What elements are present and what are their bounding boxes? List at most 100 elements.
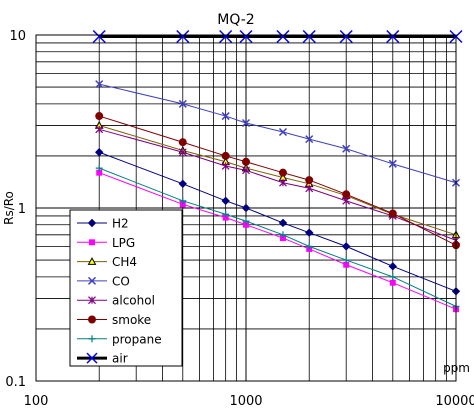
data-point-stroke [239,29,253,44]
y-axis-label: Rs/Ro [2,191,16,225]
data-point-stroke [221,112,230,121]
x-axis-unit: ppm [443,361,470,375]
chart-title: MQ-2 [217,12,254,28]
data-point [388,262,397,271]
data-point [222,210,230,218]
data-point [341,242,351,251]
data-point [305,228,314,237]
data-point-stroke [86,352,98,364]
legend-label: LPG [112,236,135,250]
data-point-stroke [388,159,397,168]
legend-item: smoke [77,313,151,327]
data-point-stroke [176,29,190,44]
data-point-stroke [178,99,187,108]
data-point [279,178,287,187]
data-point [178,179,187,189]
data-point [305,135,314,144]
legend-label: air [112,352,128,366]
y-tick-label: 1 [18,202,26,217]
series-line [99,83,457,184]
data-point-stroke [278,127,288,137]
data-point [239,29,253,44]
data-point [95,112,104,121]
legend-item: CO [77,274,130,288]
data-point [96,169,103,176]
data-point [278,127,288,137]
legend-box [69,209,183,367]
data-point [302,29,316,44]
data-point [342,196,351,205]
data-point [221,151,230,160]
data-point [305,242,313,250]
data-point [305,176,314,185]
data-point-stroke [219,29,233,44]
data-point-stroke [241,118,251,128]
data-point [389,273,397,281]
data-point [221,112,230,121]
data-point-stroke [276,29,290,44]
legend-label: propane [112,332,162,346]
data-point [87,257,97,265]
series-air [92,29,463,44]
series-layer [92,29,463,313]
data-point [342,256,350,264]
legend-item: propane [77,332,162,346]
data-point-stroke [302,29,316,44]
data-point [88,335,96,343]
data-point [178,99,187,108]
data-point [242,166,250,175]
legend-item: H2 [77,217,129,231]
data-point-stroke [92,29,106,44]
data-point [241,203,251,213]
data-point [92,29,106,44]
data-point [89,239,95,246]
series-CO [95,80,461,187]
grid [36,35,456,381]
data-point [88,315,96,324]
data-point [178,138,187,147]
y-tick-label: 10 [9,29,26,44]
data-point-stroke [87,276,97,285]
data-point [95,125,104,134]
data-point [388,209,397,218]
data-point [178,148,187,157]
data-point-stroke [342,144,351,153]
data-point [87,218,97,228]
data-point [95,164,103,172]
data-point [278,168,287,177]
data-point [305,184,314,193]
data-point [242,217,250,225]
data-point [88,296,96,305]
data-point [339,29,353,44]
data-point [241,118,251,128]
data-point [176,29,190,44]
data-point [87,276,97,285]
data-point [95,80,104,89]
legend-label: CO [112,274,130,288]
legend-label: CH4 [112,255,137,269]
y-tick-label: 0.1 [5,375,26,390]
data-point [243,221,249,228]
data-point [279,231,287,239]
legend-item: alcohol [77,294,155,308]
tick-labels: 100 1000 10000 10 1 0.1 [5,29,474,409]
data-point [343,261,350,268]
plot-frame [35,34,457,382]
data-point [389,279,396,286]
x-tick-label: 1000 [229,394,262,409]
data-point [242,157,250,166]
data-point [221,196,230,206]
legend: H2 LPG CH4 CO alcohol smoke propane air [69,209,183,367]
legend-item: LPG [77,236,135,250]
data-point [342,190,351,199]
x-tick-label: 10000 [435,394,474,409]
data-point [342,144,351,153]
data-point [386,29,400,44]
legend-label: smoke [112,313,151,327]
data-point [388,159,397,168]
legend-item: CH4 [77,255,137,269]
series-smoke [95,112,460,250]
data-point [278,218,288,228]
